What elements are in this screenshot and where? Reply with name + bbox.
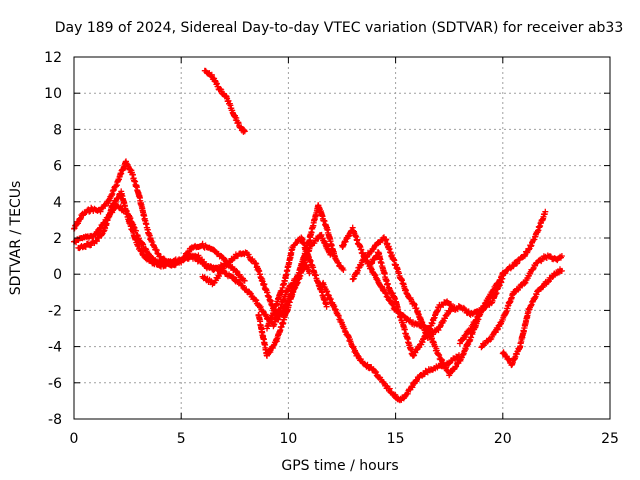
y-tick-label: 2 xyxy=(53,231,62,247)
marker-trace xyxy=(264,234,330,332)
x-axis-label: GPS time / hours xyxy=(281,458,398,474)
marker-trace xyxy=(201,67,248,135)
series-arc-8 xyxy=(319,279,462,404)
y-tick-label: -8 xyxy=(48,412,62,428)
y-tick-label: 6 xyxy=(53,159,62,175)
marker-trace xyxy=(199,231,334,323)
series-arc-14 xyxy=(499,266,565,369)
marker-trace xyxy=(349,234,506,341)
axes-layer: 0 5 10 15 20 25 -8 -6 -4 -2 0 2 4 6 8 10 12 xyxy=(44,50,619,447)
y-tick-label: 0 xyxy=(53,267,62,283)
x-tick-label: 5 xyxy=(177,431,186,447)
data-marks xyxy=(71,67,565,404)
marker-trace xyxy=(319,279,462,404)
y-tick-label: 10 xyxy=(44,86,62,102)
y-tick-label: 4 xyxy=(53,195,62,211)
y-axis-label: SDTVAR / TECUs xyxy=(8,181,24,296)
x-tick-label: 15 xyxy=(387,431,405,447)
y-tick-label: -4 xyxy=(48,340,62,356)
y-tick-label: 8 xyxy=(53,122,62,138)
x-tick-label: 25 xyxy=(601,431,619,447)
grid-layer xyxy=(74,57,610,419)
series-arc-5 xyxy=(199,231,334,323)
series-arc-11 xyxy=(366,249,458,359)
x-tick-label: 0 xyxy=(70,431,79,447)
chart-title: Day 189 of 2024, Sidereal Day-to-day VTE… xyxy=(55,20,624,36)
x-tick-label: 10 xyxy=(279,431,297,447)
series-arc-12 xyxy=(456,208,549,347)
marker-trace xyxy=(478,252,565,351)
y-tick-label: -2 xyxy=(48,303,62,319)
series-arc-13 xyxy=(478,252,565,351)
series-arc-4 xyxy=(201,67,248,135)
y-tick-label: -6 xyxy=(48,376,62,392)
plot-frame xyxy=(73,56,611,420)
series-arc-7 xyxy=(264,234,330,332)
y-tick-label: 12 xyxy=(44,50,62,66)
marker-trace xyxy=(75,188,226,273)
series-arc-10 xyxy=(349,234,506,341)
marker-trace xyxy=(366,249,458,359)
marker-trace xyxy=(255,202,347,359)
series-arc-6 xyxy=(255,202,347,359)
marker-trace xyxy=(456,208,549,347)
series-arc-3 xyxy=(75,188,226,273)
x-tick-label: 20 xyxy=(494,431,512,447)
marker-trace xyxy=(499,266,565,369)
